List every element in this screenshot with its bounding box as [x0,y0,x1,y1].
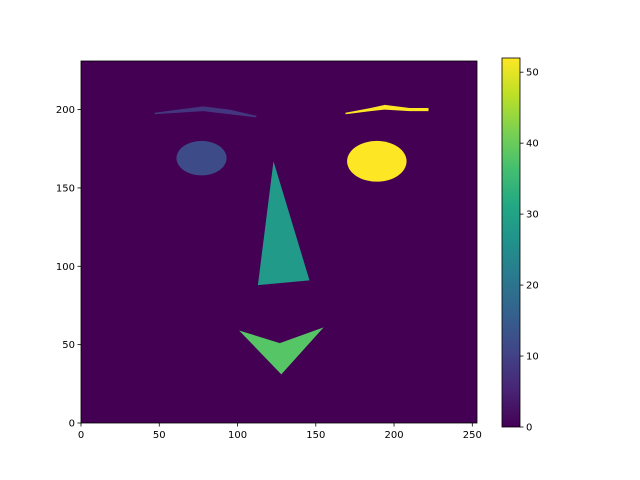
y-axis: 0 50 100 150 200 [56,105,81,430]
right-eyebrow [345,104,429,115]
x-axis: 0 50 100 150 200 250 [78,423,482,441]
y-tick-label: 50 [62,340,75,351]
x-tick-label: 50 [153,430,166,441]
x-tick-label: 250 [463,430,482,441]
mouth [239,327,324,375]
colorbar-tick-label: 20 [526,281,539,292]
colorbar: 0 10 20 30 40 50 [501,57,539,434]
left-eye [176,140,227,176]
x-tick-label: 200 [384,430,403,441]
colorbar-tick-label: 40 [526,139,539,150]
y-tick-label: 200 [56,105,75,116]
x-tick-label: 100 [228,430,247,441]
y-tick-label: 0 [69,419,75,430]
nose [257,161,310,286]
colorbar-tick-label: 30 [526,210,539,221]
x-tick-label: 0 [78,430,84,441]
left-eyebrow [154,106,257,118]
plot-frame [80,60,478,424]
y-tick-label: 100 [56,262,75,273]
y-tick-label: 150 [56,183,75,194]
colorbar-tick-label: 10 [526,352,539,363]
colorbar-tick-label: 0 [526,423,532,434]
x-tick-label: 150 [306,430,325,441]
colorbar-gradient [501,57,521,428]
right-eye [347,140,407,182]
plot-area [80,60,478,424]
colorbar-tick-label: 50 [526,68,539,79]
